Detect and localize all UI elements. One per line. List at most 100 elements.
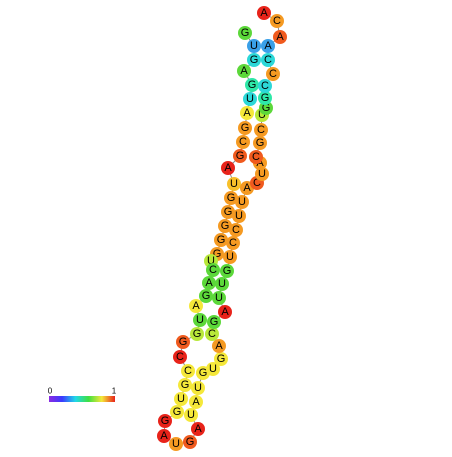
nucleotide-label: G [217,353,226,365]
nucleotide-label: G [221,220,230,232]
nucleotide-label: A [276,31,284,43]
nucleotide-circle [218,219,232,233]
nucleotide-circle [227,177,241,191]
nucleotide-label: C [239,136,247,148]
nucleotide-label: U [215,292,223,304]
nucleotide-circle [157,429,171,443]
nucleotide-circle [237,64,251,78]
nucleotide-label: A [240,65,248,77]
nucleotide-circle [255,167,269,181]
nucleotide-circle [215,277,229,291]
nucleotide-label: G [248,79,257,91]
nucleotide-label: U [258,109,266,121]
nucleotide-label: A [243,107,251,119]
nucleotide-circle [214,233,228,247]
nucleotide-circle [254,123,268,137]
nucleotide-circle [253,136,267,150]
nucleotide-circle [169,437,183,451]
nucleotide-circle [191,381,205,395]
nucleotide-circle [270,14,284,28]
nucleotide-label: U [258,168,266,180]
nucleotide-label: G [210,316,219,328]
nucleotide-circle [205,327,219,341]
nucleotide-label: G [193,328,202,340]
nucleotide-label: A [256,157,264,169]
nucleotide-circle [158,414,172,428]
nucleotide-label: A [192,396,200,408]
nucleotide-label: A [192,300,200,312]
nucleotide-label: C [232,224,240,236]
nucleotide-circle [245,78,259,92]
nucleotide-label: A [215,340,223,352]
nucleotide-label: U [207,255,215,267]
nucleotide-label: G [236,150,245,162]
nucleotide-circle [238,121,252,135]
nucleotide-circle [181,364,195,378]
nucleotide-label: G [224,206,233,218]
nucleotide-label: A [160,430,168,442]
nucleotide-circle [261,53,275,67]
nucleotide-label: C [209,264,217,276]
nucleotide-circle [214,352,228,366]
nucleotide-label: G [241,27,250,39]
nucleotide-label: G [223,265,232,277]
nucleotide-label: G [202,290,211,302]
nucleotide-circle [261,39,275,53]
nucleotide-circle [240,106,254,120]
nucleotide-circle [218,305,232,319]
nucleotide-label: G [186,436,195,448]
nucleotide-label: U [218,278,226,290]
nucleotide-label: C [257,124,265,136]
nucleotide-circle [226,236,240,250]
nucleotide-label: G [227,192,236,204]
nucleotide-circle [247,39,261,53]
nucleotide-circle [220,264,234,278]
nucleotide-label: U [230,178,238,190]
nucleotide-label: C [176,351,184,363]
nucleotide-circle [273,30,287,44]
nucleotide-label: A [260,7,268,19]
nucleotide-label: C [269,68,277,80]
nucleotide-circle [266,67,280,81]
nucleotide-circle [229,223,243,237]
nucleotide-circle [235,195,249,209]
nucleotide-label: G [161,415,170,427]
nucleotide-circle [223,250,237,264]
nucleotide-circle [238,26,252,40]
nucleotide-circle [247,53,261,67]
nucleotide-label: A [194,423,202,435]
nucleotide-circle [257,6,271,20]
nucleotide-circle [249,150,263,164]
nucleotide-circle [233,149,247,163]
nucleotide-circle [212,291,226,305]
nucleotide-label: U [177,393,185,405]
nucleotide-circle [193,313,207,327]
nucleotide-circle [176,335,190,349]
colorbar-min: 0 [48,387,53,396]
nucleotide-label: U [250,40,258,52]
nucleotide-circle [224,191,238,205]
nucleotide-label: C [253,177,261,189]
nucleotide-label: G [217,234,226,246]
colorbar-max: 1 [112,387,117,396]
nucleotide-circle [258,91,272,105]
nucleotide-label: U [209,363,217,375]
nucleotide-circle [221,205,235,219]
nucleotide-circle [206,263,220,277]
nucleotide-label: U [235,210,243,222]
nucleotide-label: C [261,80,269,92]
nucleotide-label: U [238,196,246,208]
nucleotide-label: G [250,54,259,66]
nucleotide-circle [184,408,198,422]
nucleotide-label: U [196,314,204,326]
nucleotide-label: G [181,379,190,391]
nucleotide-label: A [221,306,229,318]
nucleotide-label: A [205,277,213,289]
nucleotide-label: G [199,367,208,379]
nucleotide-circle [202,276,216,290]
nucleotide-label: U [172,438,180,450]
nucleotide-circle [183,435,197,449]
nucleotide-label: U [187,409,195,421]
nucleotide-label: G [262,102,271,114]
